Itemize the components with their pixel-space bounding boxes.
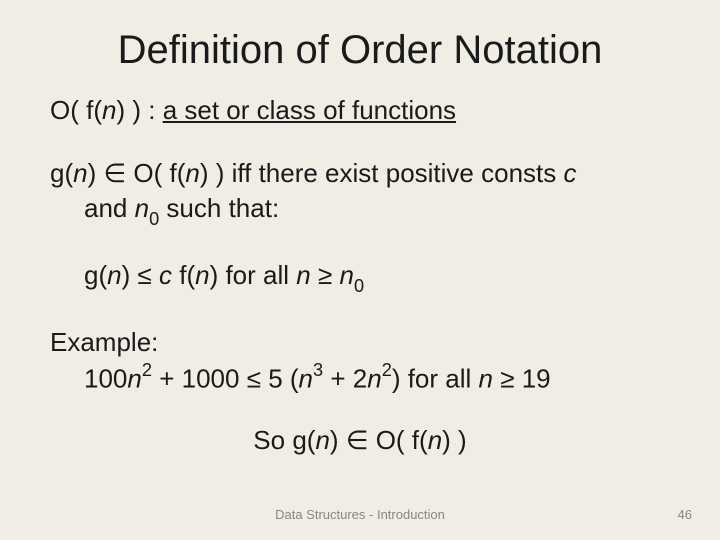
n0-n: n: [135, 193, 149, 223]
gn-open: g(: [84, 260, 107, 290]
def-prefix: O( f(: [50, 95, 102, 125]
ex-le-icon: ≤: [247, 363, 261, 393]
g-n: n: [73, 158, 87, 188]
of-open: O( f(: [126, 158, 185, 188]
n0b-n: n: [332, 260, 354, 290]
ex-n3-sup: 3: [313, 360, 323, 380]
inequality-block: g(n) ≤ c f(n) for all n ≥ n0: [50, 258, 670, 297]
ex-plus2: + 2: [323, 363, 367, 393]
so-of-n: n: [428, 425, 442, 455]
ex-n2b-n: n: [367, 363, 381, 393]
such-that: such that:: [159, 193, 279, 223]
space: [152, 260, 159, 290]
so-of-close: ) ): [442, 425, 467, 455]
so-elem-icon: ∈: [346, 425, 369, 455]
slide: Definition of Order Notation O( f(n) ) :…: [0, 0, 720, 540]
ex-100: 100: [84, 363, 127, 393]
c2: c: [159, 260, 172, 290]
and-text: and: [84, 193, 135, 223]
def-suffix: ) ) :: [116, 95, 162, 125]
forall-n: n: [296, 260, 310, 290]
so-mid: ): [330, 425, 346, 455]
definition-line: O( f(n) ) : a set or class of functions: [50, 93, 670, 128]
so-of-open: O( f(: [368, 425, 427, 455]
cf-n: n: [195, 260, 209, 290]
const-c: c: [564, 158, 577, 188]
ex-plus1000: + 1000: [152, 363, 247, 393]
ex-n-ge: n: [479, 363, 501, 393]
example-block: Example: 100n2 + 1000 ≤ 5 (n3 + 2n2) for…: [50, 325, 670, 397]
ex-n3-n: n: [299, 363, 313, 393]
def-n: n: [102, 95, 116, 125]
ex-five: 5 (: [261, 363, 299, 393]
le-icon: ≤: [137, 260, 151, 290]
page-number: 46: [678, 507, 692, 522]
of-close: ) ) iff there exist positive consts: [200, 158, 564, 188]
ex-n2b-sup: 2: [382, 360, 392, 380]
cf-close: ) for all: [210, 260, 297, 290]
g-close: ): [88, 158, 104, 188]
example-label: Example:: [50, 325, 670, 360]
ex-n2-n: n: [127, 363, 141, 393]
n0-sub: 0: [149, 209, 159, 229]
gn-close: ): [122, 260, 138, 290]
element-of-icon: ∈: [103, 158, 126, 188]
gn-n: n: [107, 260, 121, 290]
of-n: n: [185, 158, 199, 188]
slide-title: Definition of Order Notation: [50, 28, 670, 73]
def-text: a set or class of functions: [163, 95, 456, 125]
ex-n2-sup: 2: [142, 360, 152, 380]
so-prefix: So g(: [253, 425, 315, 455]
so-n: n: [315, 425, 329, 455]
ex-ge-icon: ≥: [500, 363, 514, 393]
conclusion-line: So g(n) ∈ O( f(n) ): [50, 425, 670, 456]
ex-19: 19: [514, 363, 550, 393]
g-open: g(: [50, 158, 73, 188]
ge-icon: ≥: [318, 260, 332, 290]
ex-close-forall: ) for all: [392, 363, 479, 393]
footer-text: Data Structures - Introduction: [0, 507, 720, 522]
n0b-sub: 0: [354, 276, 364, 296]
cf-open: f(: [172, 260, 195, 290]
membership-block: g(n) ∈ O( f(n) ) iff there exist positiv…: [50, 156, 670, 230]
